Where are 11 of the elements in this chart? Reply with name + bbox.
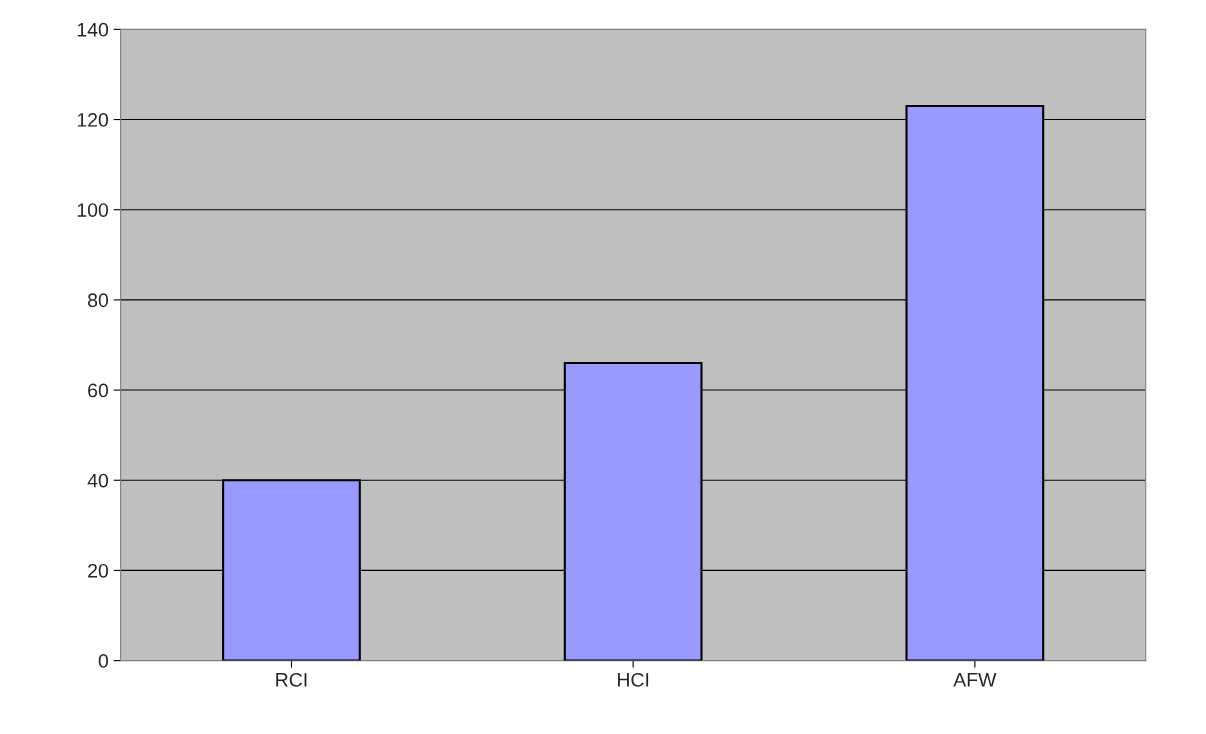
y-tick-label: 60	[88, 383, 109, 398]
y-tick-label: 140	[77, 22, 109, 37]
x-tick-label: HCI	[618, 672, 649, 687]
x-tick-label: RCI	[276, 672, 307, 687]
y-tick-label: 100	[77, 203, 109, 217]
y-tick-label: 20	[88, 563, 109, 578]
y-tick-label: 0	[98, 654, 109, 668]
x-tick-label: AFW	[953, 673, 997, 687]
y-tick-label: 80	[88, 293, 109, 308]
y-tick-label: 40	[87, 473, 109, 488]
y-tick-label: 120	[77, 113, 109, 127]
